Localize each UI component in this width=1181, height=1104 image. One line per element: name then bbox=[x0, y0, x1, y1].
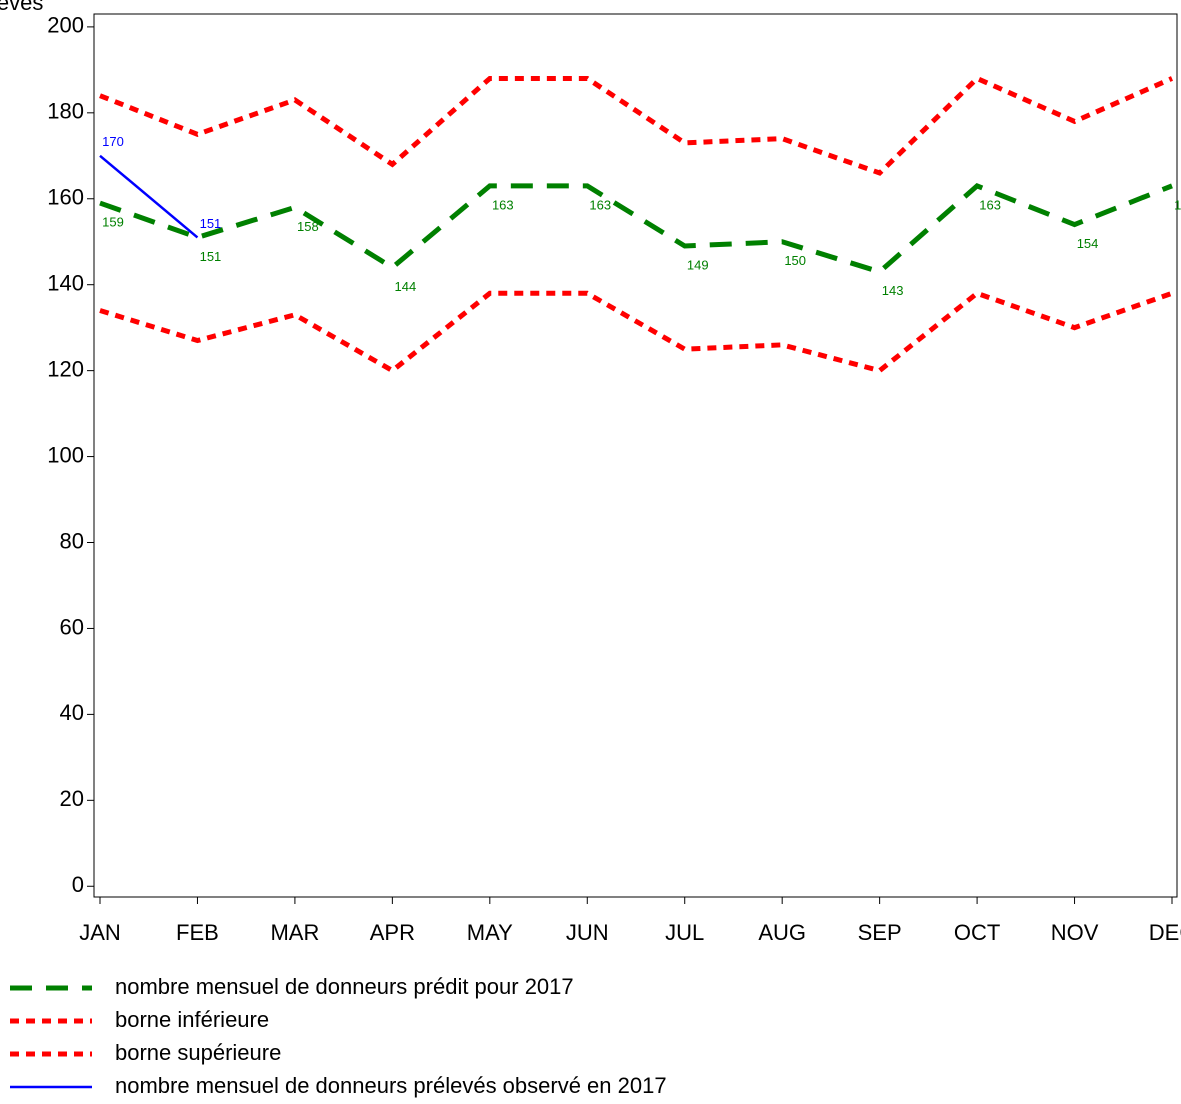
data-label: 170 bbox=[102, 134, 124, 149]
x-tick-label: APR bbox=[370, 920, 415, 945]
y-tick-label: 60 bbox=[60, 614, 84, 639]
y-tick-label: 0 bbox=[72, 872, 84, 897]
x-tick-label: AUG bbox=[758, 920, 806, 945]
data-label: 158 bbox=[297, 219, 319, 234]
data-label: 159 bbox=[102, 214, 124, 229]
y-tick-label: 40 bbox=[60, 700, 84, 725]
x-tick-label: JAN bbox=[79, 920, 121, 945]
series-line bbox=[99, 154, 199, 239]
data-label: 144 bbox=[395, 279, 417, 294]
y-tick-label: 20 bbox=[60, 786, 84, 811]
x-tick-label: OCT bbox=[954, 920, 1000, 945]
series-line bbox=[99, 75, 1174, 176]
data-label: 150 bbox=[784, 253, 806, 268]
data-label: 151 bbox=[200, 249, 222, 264]
legend-label: nombre mensuel de donneurs prélevés obse… bbox=[115, 1073, 667, 1098]
x-tick-label: SEP bbox=[858, 920, 902, 945]
data-label: 143 bbox=[882, 283, 904, 298]
legend-label: borne inférieure bbox=[115, 1007, 269, 1032]
x-tick-label: NOV bbox=[1051, 920, 1099, 945]
plot-frame bbox=[93, 13, 1178, 898]
x-tick-label: FEB bbox=[176, 920, 219, 945]
series-line bbox=[99, 290, 1173, 374]
data-label: 163 bbox=[589, 197, 611, 212]
y-tick-label: 140 bbox=[47, 271, 84, 296]
y-tick-label: 120 bbox=[47, 356, 84, 381]
x-tick-label: DEC bbox=[1149, 920, 1181, 945]
x-tick-label: JUN bbox=[566, 920, 609, 945]
legend-label: nombre mensuel de donneurs prédit pour 2… bbox=[115, 974, 574, 999]
data-label: 151 bbox=[200, 216, 222, 231]
y-tick-label: 200 bbox=[47, 13, 84, 38]
data-label: 163 bbox=[1174, 197, 1181, 212]
y-tick-label: 180 bbox=[47, 99, 84, 124]
y-axis-label: levés bbox=[0, 0, 43, 15]
x-tick-label: JUL bbox=[665, 920, 704, 945]
series-line bbox=[99, 182, 1173, 275]
y-tick-label: 100 bbox=[47, 442, 84, 467]
y-tick-label: 80 bbox=[60, 528, 84, 553]
data-label: 163 bbox=[492, 197, 514, 212]
data-label: 149 bbox=[687, 257, 709, 272]
data-label: 163 bbox=[979, 197, 1001, 212]
legend-label: borne supérieure bbox=[115, 1040, 281, 1065]
x-tick-label: MAY bbox=[467, 920, 513, 945]
x-tick-label: MAR bbox=[270, 920, 319, 945]
data-label: 154 bbox=[1077, 236, 1099, 251]
y-tick-label: 160 bbox=[47, 185, 84, 210]
